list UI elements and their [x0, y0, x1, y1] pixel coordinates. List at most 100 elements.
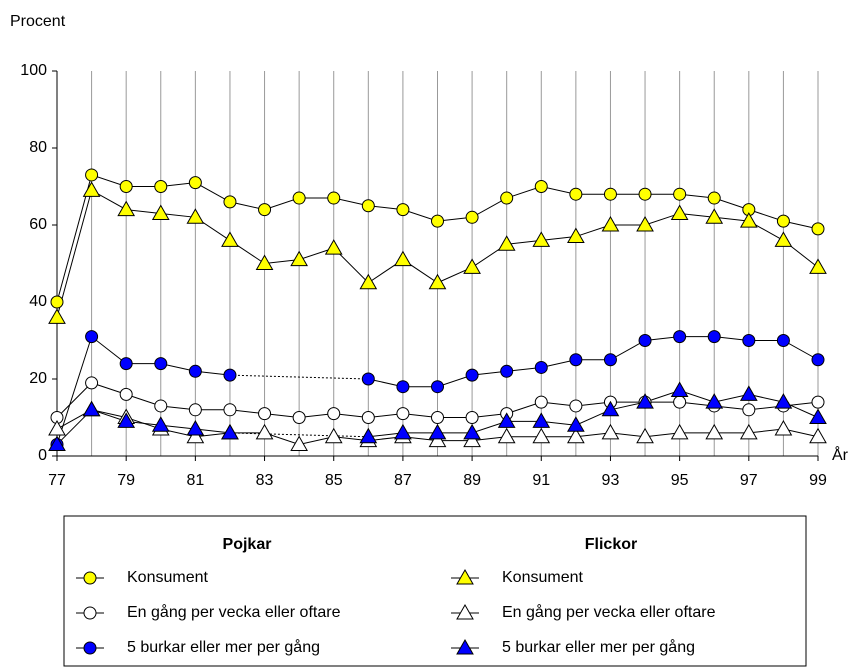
marker [221, 231, 239, 247]
marker [603, 353, 617, 367]
marker [742, 334, 756, 347]
y-tick-label: 60 [29, 216, 47, 233]
x-tick-label: 99 [809, 472, 827, 489]
marker [707, 191, 721, 205]
marker [809, 408, 827, 424]
marker [465, 368, 479, 382]
marker [186, 208, 205, 224]
marker [673, 330, 687, 344]
marker [809, 258, 827, 274]
marker [638, 334, 652, 347]
x-tick-label: 77 [48, 472, 66, 489]
marker [636, 427, 654, 444]
marker [428, 423, 447, 440]
legend-label: Konsument [127, 569, 208, 586]
marker [394, 423, 412, 440]
y-tick-label: 80 [29, 139, 47, 156]
legend-marker [83, 571, 97, 585]
marker [154, 180, 168, 193]
marker [361, 372, 375, 386]
marker [776, 214, 790, 228]
marker [151, 416, 170, 432]
marker [739, 423, 758, 440]
marker [117, 412, 136, 428]
marker [811, 353, 825, 367]
x-tick-label: 87 [394, 472, 412, 489]
marker [463, 431, 481, 448]
marker [117, 200, 136, 217]
marker [569, 353, 583, 367]
marker [739, 212, 758, 228]
marker [258, 407, 272, 421]
y-tick-label: 40 [29, 293, 47, 310]
x-tick-label: 97 [740, 472, 758, 489]
marker [292, 191, 306, 205]
marker [707, 330, 721, 344]
marker [82, 181, 101, 197]
marker [534, 180, 548, 193]
gap-connector [229, 374, 369, 380]
marker [324, 427, 343, 444]
marker [497, 235, 516, 251]
x-tick-label: 95 [671, 472, 689, 489]
marker [465, 210, 479, 224]
marker [361, 411, 375, 424]
marker [258, 203, 272, 217]
marker [601, 215, 620, 232]
legend-label: En gång per vecka eller oftare [127, 603, 341, 621]
marker [463, 258, 481, 274]
marker [119, 357, 133, 371]
marker [188, 176, 202, 190]
legend-box [63, 515, 807, 667]
marker [50, 295, 64, 309]
marker [359, 273, 378, 290]
marker [567, 416, 585, 432]
marker [638, 187, 652, 201]
x-tick-label: 79 [117, 472, 135, 489]
marker [327, 191, 341, 205]
marker [223, 368, 237, 382]
marker [742, 403, 756, 417]
marker [186, 427, 205, 444]
marker [292, 411, 306, 424]
marker [534, 395, 548, 409]
marker [636, 393, 654, 409]
marker [431, 214, 444, 228]
legend-label: Konsument [502, 569, 583, 586]
marker [532, 412, 551, 428]
marker [809, 427, 827, 444]
marker [776, 334, 790, 347]
marker [394, 250, 412, 267]
marker [774, 393, 793, 409]
marker [428, 431, 447, 448]
marker [48, 435, 66, 451]
legend-marker [456, 603, 474, 620]
marker [119, 180, 133, 193]
marker [85, 376, 99, 390]
legend-label: 5 burkar eller mer per gång [502, 638, 695, 656]
marker [223, 403, 237, 417]
marker [670, 381, 689, 398]
marker [48, 420, 66, 436]
marker [534, 360, 548, 374]
legend-marker [83, 641, 97, 655]
marker [603, 187, 617, 201]
marker [811, 395, 825, 409]
marker [569, 399, 583, 413]
marker [428, 273, 447, 290]
marker [223, 195, 237, 209]
marker [255, 423, 274, 440]
marker [290, 250, 308, 267]
marker [85, 330, 99, 344]
marker [532, 231, 551, 247]
x-tick-label: 85 [325, 472, 343, 489]
marker [290, 435, 308, 451]
marker [567, 427, 585, 444]
marker [705, 393, 724, 409]
x-tick-label: 91 [532, 472, 550, 489]
marker [532, 427, 551, 444]
marker [465, 411, 479, 424]
legend-marker [456, 568, 474, 585]
marker [673, 395, 687, 409]
